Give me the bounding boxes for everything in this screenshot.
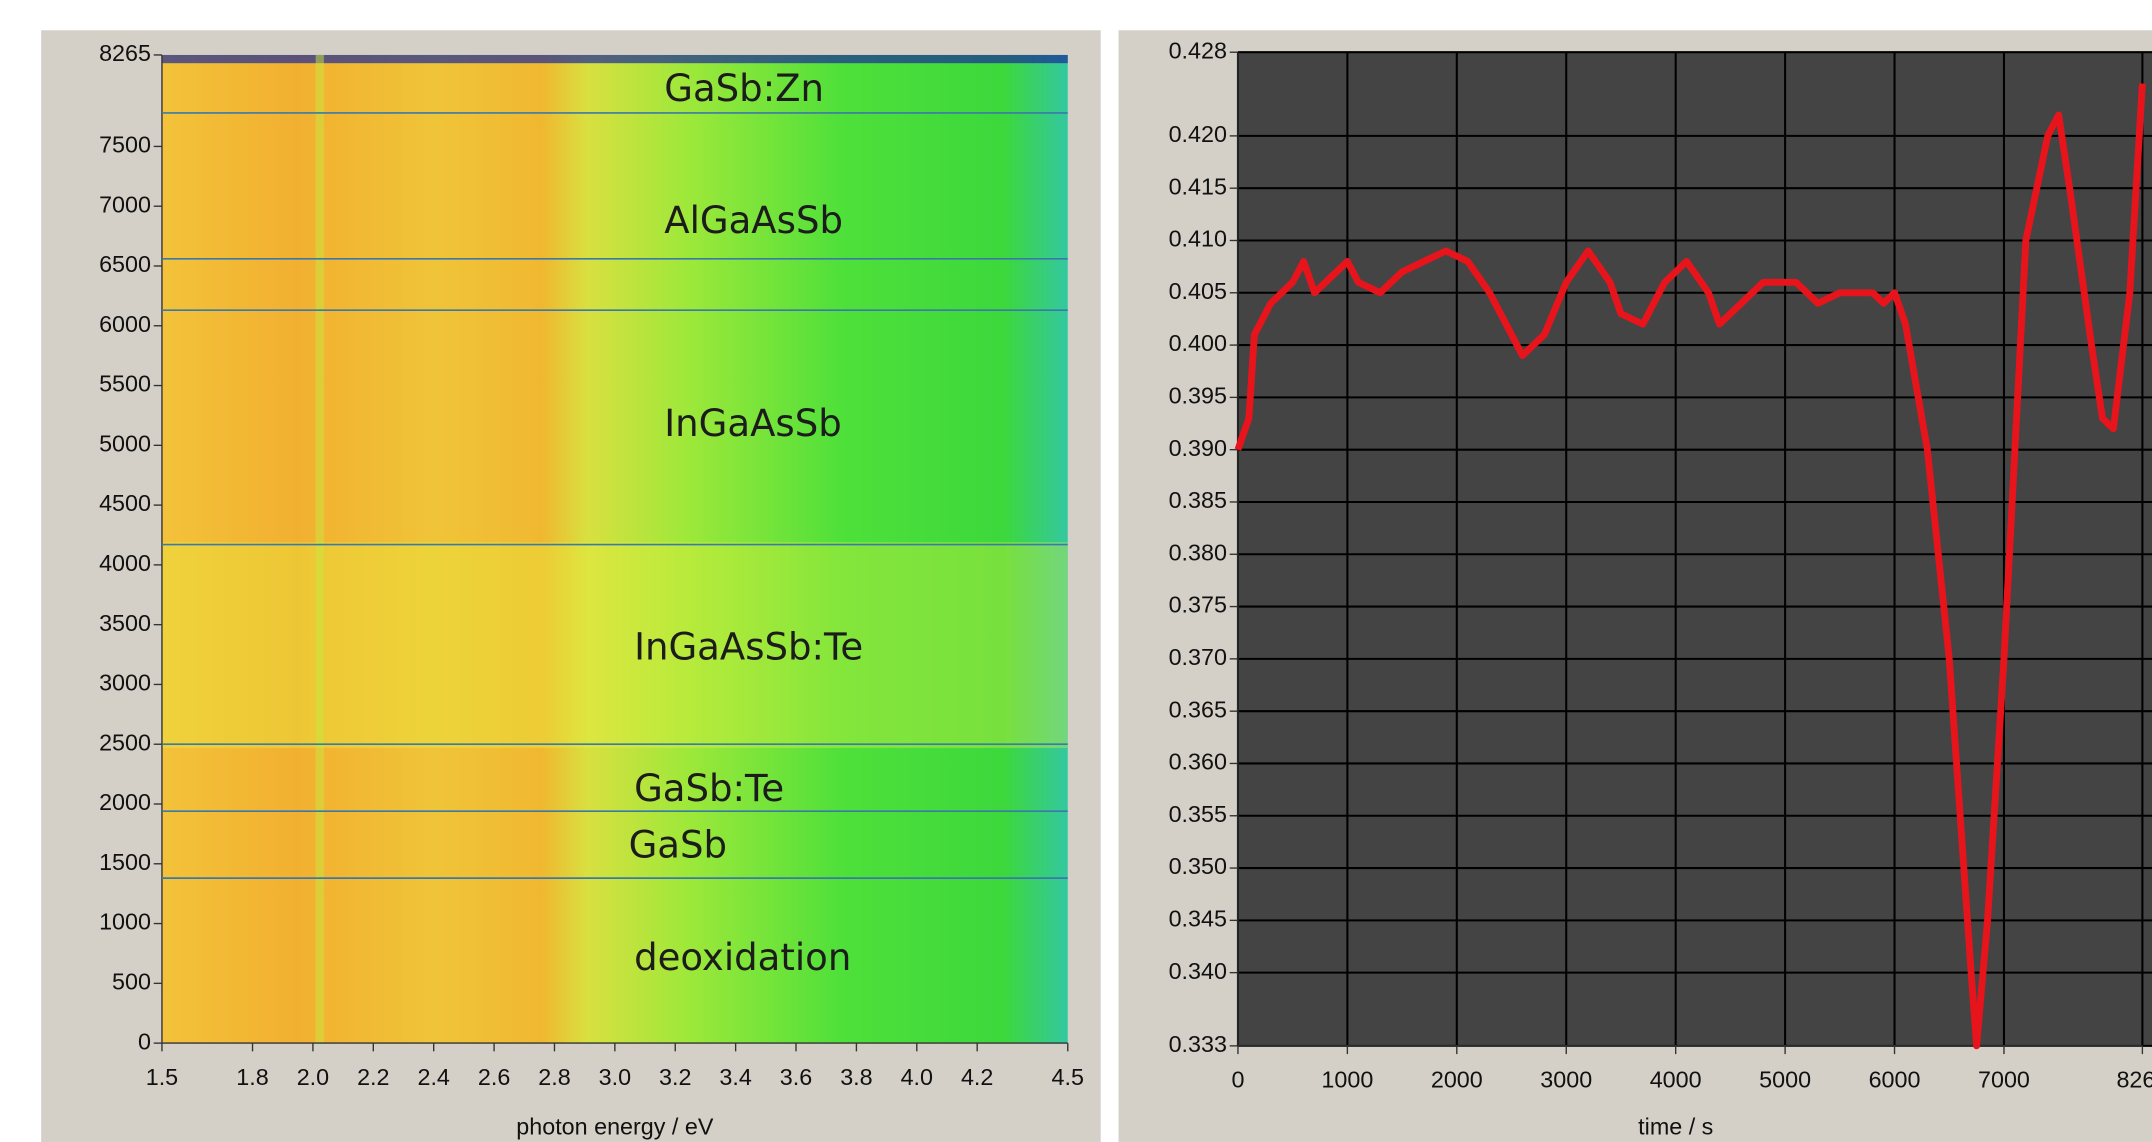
heatmap-stripe (315, 54, 324, 1044)
x-tick-label: 4.0 (901, 1064, 933, 1090)
x-tick-label: 1.5 (146, 1064, 178, 1090)
data-line (1234, 83, 2146, 1050)
x-tick-label: 2.4 (417, 1064, 449, 1090)
x-tick-label: 3.8 (840, 1064, 872, 1090)
heatmap-shade (161, 542, 1068, 749)
x-tick-label: 2.2 (357, 1064, 389, 1090)
y-tick-label: 0.333 (1169, 1031, 1227, 1057)
y-tick-label: 0 (138, 1028, 151, 1054)
annotation: GaSb:Te (634, 767, 784, 810)
y-tick-label: 6500 (99, 251, 151, 277)
y-tick-label: 0.370 (1169, 644, 1227, 670)
x-tick-label: 2.8 (538, 1064, 570, 1090)
y-tick-label: 0.375 (1169, 592, 1227, 618)
y-tick-label: 0.428 (1169, 37, 1227, 63)
y-tick-label: 8265 (99, 40, 151, 66)
y-tick-label: 7500 (99, 132, 151, 158)
x-tick-label: 5000 (1759, 1067, 1811, 1093)
y-tick-label: 2500 (99, 729, 151, 755)
annotation: InGaAsSb:Te (634, 626, 863, 669)
x-tick-label: 0 (1231, 1067, 1244, 1093)
x-tick-label: 6000 (1869, 1067, 1921, 1093)
annotation: InGaAsSb (664, 402, 842, 445)
annotation: deoxidation (634, 936, 851, 979)
y-tick-label: 3500 (99, 610, 151, 636)
y-tick-label: 0.385 (1169, 487, 1227, 513)
y-tick-label: 1500 (99, 849, 151, 875)
annotation: GaSb:Zn (664, 67, 824, 110)
x-tick-label: 4000 (1650, 1067, 1702, 1093)
y-tick-label: 4500 (99, 490, 151, 516)
x-tick-label: 2.6 (478, 1064, 510, 1090)
x-tick-label: 4.5 (1052, 1064, 1084, 1090)
x-tick-label: 3.0 (599, 1064, 631, 1090)
x-tick-label: 2000 (1431, 1067, 1483, 1093)
x-tick-label: 1000 (1321, 1067, 1373, 1093)
y-tick-label: 0.365 (1169, 696, 1227, 722)
y-tick-label: 4000 (99, 550, 151, 576)
y-tick-label: 0.395 (1169, 383, 1227, 409)
x-axis-label: time / s (1638, 1113, 1713, 1139)
x-tick-label: 3000 (1540, 1067, 1592, 1093)
y-tick-label: 0.410 (1169, 226, 1227, 252)
y-tick-label: 0.350 (1169, 853, 1227, 879)
x-tick-label: 8265 (2116, 1067, 2152, 1093)
y-tick-label: 0.345 (1169, 906, 1227, 932)
x-tick-label: 7000 (1978, 1067, 2030, 1093)
y-tick-label: 7000 (99, 191, 151, 217)
y-tick-label: 0.340 (1169, 958, 1227, 984)
y-tick-label: 0.400 (1169, 330, 1227, 356)
y-tick-label: 0.355 (1169, 801, 1227, 827)
y-tick-label: 5000 (99, 430, 151, 456)
x-tick-label: 3.4 (719, 1064, 751, 1090)
y-tick-label: 0.415 (1169, 173, 1227, 199)
y-tick-label: 0.380 (1169, 539, 1227, 565)
y-tick-label: 2000 (99, 789, 151, 815)
y-tick-label: 0.405 (1169, 278, 1227, 304)
plot-area (1237, 52, 2152, 1046)
x-axis-label: photon energy / eV (516, 1113, 714, 1139)
annotation: GaSb (629, 823, 727, 866)
x-tick-label: 1.8 (236, 1064, 268, 1090)
y-tick-label: 500 (112, 968, 151, 994)
y-tick-label: 5500 (99, 371, 151, 397)
y-tick-label: 3000 (99, 670, 151, 696)
x-tick-label: 3.6 (780, 1064, 812, 1090)
y-tick-label: 0.420 (1169, 121, 1227, 147)
x-tick-label: 3.2 (659, 1064, 691, 1090)
annotation: AlGaAsSb (664, 199, 843, 242)
y-tick-label: 1000 (99, 909, 151, 935)
y-tick-label: 0.390 (1169, 435, 1227, 461)
x-tick-label: 4.2 (961, 1064, 993, 1090)
x-tick-label: 2.0 (297, 1064, 329, 1090)
y-tick-label: 6000 (99, 311, 151, 337)
y-tick-label: 0.360 (1169, 749, 1227, 775)
heatmap-edge (161, 54, 1068, 64)
